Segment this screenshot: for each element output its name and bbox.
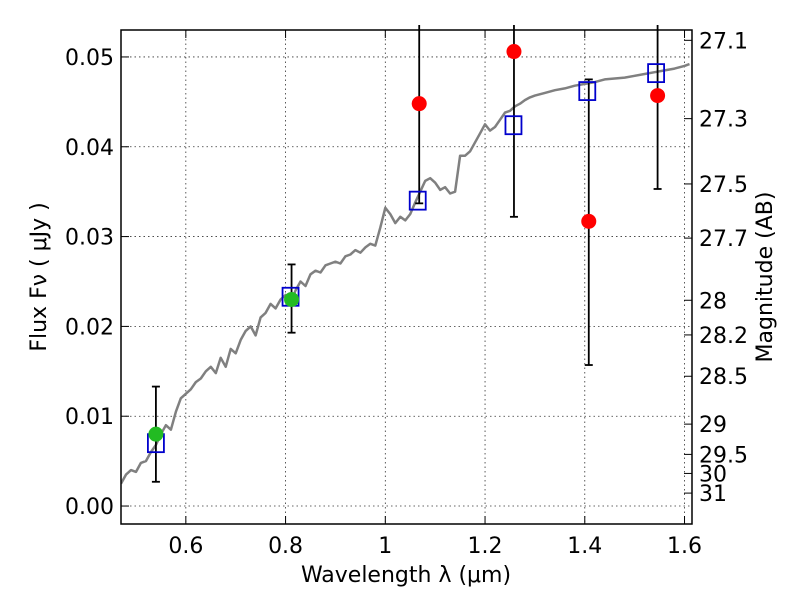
right-tick-label: 29 (699, 413, 727, 438)
x-tick-label: 1.6 (667, 534, 702, 559)
model-flux-square (647, 63, 665, 84)
right-tick-label: 27.5 (699, 173, 748, 198)
right-tick-label: 29.5 (699, 443, 748, 468)
tick-labels: 0.6 0.8 1 1.2 1.4 1.6 0.00 0.01 0.02 0.03 0.04 0.05… (65, 29, 748, 559)
grid (121, 30, 692, 524)
plot-frame (120, 29, 693, 525)
x-tick-label: 1.4 (567, 534, 602, 559)
x-tick-label: 0.8 (268, 534, 303, 559)
observed-point-green (148, 426, 164, 442)
observed-point-red (411, 96, 427, 112)
right-tick-label: 30 (699, 462, 727, 487)
x-axis-title: Wavelength λ (μm) (301, 563, 511, 588)
y-tick-label: 0.02 (65, 315, 114, 340)
y-axis-right-title: Magnitude (AB) (753, 192, 778, 363)
ticks (121, 30, 692, 524)
model-spectrum-line (121, 62, 690, 485)
y-tick-label: 0.05 (65, 46, 114, 71)
observed-point-red (581, 213, 597, 229)
right-tick-label: 27.7 (699, 227, 748, 252)
y-tick-label: 0.04 (65, 136, 114, 161)
y-tick-label: 0.01 (65, 405, 114, 430)
right-tick-label: 27.1 (699, 29, 748, 54)
observed-point-red (506, 44, 522, 60)
model-flux-square (504, 115, 523, 136)
plot-area (121, 62, 690, 485)
right-tick-label: 27.3 (699, 108, 748, 133)
y-tick-label: 0.00 (65, 495, 114, 520)
model-flux-square (578, 81, 597, 101)
right-tick-label: 28.2 (699, 324, 748, 349)
right-tick-label: 28 (699, 289, 727, 314)
model-flux-square (408, 190, 427, 211)
y-axis-title: Flux Fν ( μJy ) (27, 202, 52, 351)
observed-point-green (284, 291, 300, 307)
y-tick-label: 0.03 (65, 226, 114, 251)
observed-point-red (650, 88, 666, 104)
markers (147, 44, 666, 454)
right-tick-label: 31 (699, 482, 727, 507)
x-tick-label: 0.6 (168, 534, 203, 559)
right-tick-label: 28.5 (699, 365, 748, 390)
x-tick-label: 1.2 (468, 534, 503, 559)
x-tick-label: 1 (378, 534, 392, 559)
